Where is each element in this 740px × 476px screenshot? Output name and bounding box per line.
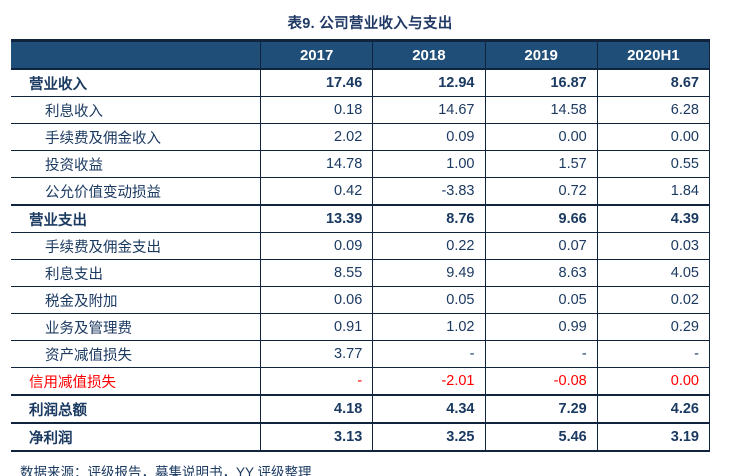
table-row: 业务及管理费 0.91 1.02 0.99 0.29 bbox=[11, 313, 711, 341]
cell-value: 3.25 bbox=[372, 422, 485, 452]
row-label: 资产减值损失 bbox=[11, 340, 261, 368]
table-row: 营业支出 13.39 8.76 9.66 4.39 bbox=[11, 204, 711, 233]
cell-value: 4.26 bbox=[596, 394, 711, 423]
cell-value: 4.05 bbox=[596, 259, 711, 287]
row-label: 手续费及佣金收入 bbox=[11, 123, 261, 151]
cell-value: - bbox=[372, 340, 485, 368]
row-label: 净利润 bbox=[11, 422, 261, 452]
cell-value: 0.22 bbox=[372, 232, 485, 260]
cell-value: -3.83 bbox=[372, 177, 485, 205]
row-label: 营业支出 bbox=[11, 204, 261, 233]
table-row: 投资收益 14.78 1.00 1.57 0.55 bbox=[11, 150, 711, 178]
row-label-column-header bbox=[11, 39, 261, 70]
cell-value: 0.07 bbox=[484, 232, 598, 260]
row-label: 投资收益 bbox=[11, 150, 261, 178]
cell-value: 3.19 bbox=[596, 422, 711, 452]
column-header-2018: 2018 bbox=[372, 39, 485, 70]
cell-value: 0.72 bbox=[484, 177, 598, 205]
cell-value: 4.18 bbox=[260, 394, 373, 423]
cell-value: 14.58 bbox=[484, 96, 598, 124]
income-expense-table: 2017 2018 2019 2020H1 营业收入 17.46 12.94 16.87 8.… bbox=[11, 39, 711, 452]
cell-value: 14.67 bbox=[372, 96, 485, 124]
cell-value: 0.00 bbox=[596, 123, 711, 151]
cell-value: 0.02 bbox=[596, 286, 711, 314]
table-body: 营业收入 17.46 12.94 16.87 8.67 利息收入 0.18 14.67 14.5… bbox=[11, 68, 711, 452]
cell-value: 7.29 bbox=[484, 394, 598, 423]
cell-value: 8.55 bbox=[260, 259, 373, 287]
cell-value: 9.66 bbox=[484, 204, 598, 233]
row-label: 手续费及佣金支出 bbox=[11, 232, 261, 260]
table-title: 表9. 公司营业收入与支出 bbox=[287, 16, 453, 32]
cell-value: 16.87 bbox=[484, 68, 598, 97]
table-header-row: 2017 2018 2019 2020H1 bbox=[11, 39, 711, 70]
column-header-2020H1: 2020H1 bbox=[596, 39, 711, 70]
cell-value: 12.94 bbox=[372, 68, 485, 97]
table-row: 利息支出 8.55 9.49 8.63 4.05 bbox=[11, 259, 711, 287]
cell-value: 0.00 bbox=[484, 123, 598, 151]
cell-value: 8.63 bbox=[484, 259, 598, 287]
cell-value: 4.39 bbox=[596, 204, 711, 233]
cell-value: 6.28 bbox=[596, 96, 711, 124]
cell-value: 1.00 bbox=[372, 150, 485, 178]
cell-value: 0.09 bbox=[260, 232, 373, 260]
column-header-2017: 2017 bbox=[260, 39, 373, 70]
cell-value: - bbox=[260, 367, 373, 395]
cell-value: 0.91 bbox=[260, 313, 373, 341]
table-row: 利润总额 4.18 4.34 7.29 4.26 bbox=[11, 394, 711, 423]
table-row: 手续费及佣金支出 0.09 0.22 0.07 0.03 bbox=[11, 232, 711, 260]
table-row: 税金及附加 0.06 0.05 0.05 0.02 bbox=[11, 286, 711, 314]
cell-value: - bbox=[484, 340, 598, 368]
cell-value: 1.84 bbox=[596, 177, 711, 205]
cell-value: 1.02 bbox=[372, 313, 485, 341]
cell-value: -0.08 bbox=[484, 367, 598, 395]
cell-value: 1.57 bbox=[484, 150, 598, 178]
row-label: 利润总额 bbox=[11, 394, 261, 423]
table-row: 营业收入 17.46 12.94 16.87 8.67 bbox=[11, 68, 711, 97]
table-row: 资产减值损失 3.77- - - bbox=[11, 340, 711, 368]
cell-value: 0.55 bbox=[596, 150, 711, 178]
row-label: 业务及管理费 bbox=[11, 313, 261, 341]
cell-value: 4.34 bbox=[372, 394, 485, 423]
cell-value: 0.05 bbox=[484, 286, 598, 314]
row-label: 公允价值变动损益 bbox=[11, 177, 261, 205]
cell-value: 0.05 bbox=[372, 286, 485, 314]
table-row: 净利润 3.13 3.25 5.46 3.19 bbox=[11, 422, 711, 452]
cell-value: 14.78 bbox=[260, 150, 373, 178]
cell-value: 17.46 bbox=[260, 68, 373, 97]
cell-value: 0.42 bbox=[260, 177, 373, 205]
table-row: 公允价值变动损益 0.42 -3.83 0.72 1.84 bbox=[11, 177, 711, 205]
cell-value: 8.76 bbox=[372, 204, 485, 233]
cell-value: 0.18 bbox=[260, 96, 373, 124]
row-label: 营业收入 bbox=[11, 68, 261, 97]
cell-value: 0.06 bbox=[260, 286, 373, 314]
cell-value: 3.13 bbox=[260, 422, 373, 452]
cell-value: 0.29 bbox=[596, 313, 711, 341]
cell-value: -2.01 bbox=[372, 367, 485, 395]
cell-value: 9.49 bbox=[372, 259, 485, 287]
cell-value: - bbox=[596, 340, 711, 368]
row-label: 税金及附加 bbox=[11, 286, 261, 314]
cell-value: 13.39 bbox=[260, 204, 373, 233]
cell-value: 3.77 bbox=[260, 340, 373, 368]
data-source-note: 数据来源：评级报告，募集说明书，YY 评级整理 bbox=[20, 465, 312, 476]
row-label: 信用减值损失 bbox=[11, 367, 261, 395]
cell-value: 0.99 bbox=[484, 313, 598, 341]
table-row: 信用减值损失 - -2.01 -0.08 0.00 bbox=[11, 367, 711, 395]
table-row: 手续费及佣金收入 2.02 0.09 0.00 0.00 bbox=[11, 123, 711, 151]
cell-value: 0.03 bbox=[596, 232, 711, 260]
table-row: 利息收入 0.18 14.67 14.58 6.28 bbox=[11, 96, 711, 124]
column-header-2019: 2019 bbox=[484, 39, 598, 70]
cell-value: 8.67 bbox=[596, 68, 711, 97]
cell-value: 2.02 bbox=[260, 123, 373, 151]
row-label: 利息支出 bbox=[11, 259, 261, 287]
row-label: 利息收入 bbox=[11, 96, 261, 124]
cell-value: 0.09 bbox=[372, 123, 485, 151]
cell-value: 0.00 bbox=[596, 367, 711, 395]
cell-value: 5.46 bbox=[484, 422, 598, 452]
